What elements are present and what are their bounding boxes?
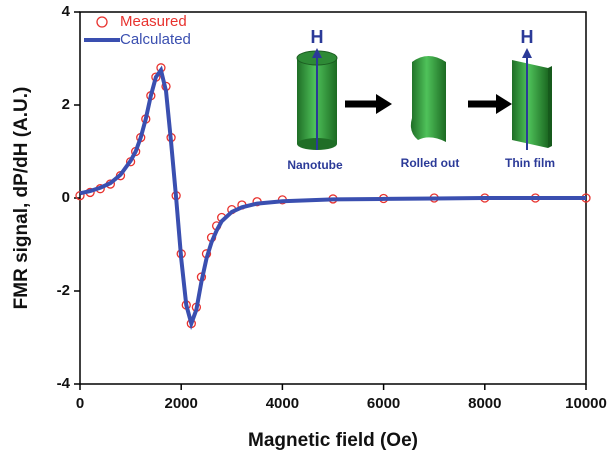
y-tick-label: 2: [62, 96, 70, 113]
y-axis-label: FMR signal, dP/dH (A.U.): [11, 87, 32, 310]
stage-label: Nanotube: [287, 158, 343, 172]
x-tick-label: 2000: [165, 395, 198, 412]
legend-marker: [96, 16, 108, 28]
stage-label: Rolled out: [401, 156, 460, 170]
x-axis-label: Magnetic field (Oe): [248, 430, 418, 451]
legend-label: Measured: [120, 13, 187, 30]
y-tick-label: 4: [62, 3, 71, 20]
data-line: [79, 65, 586, 331]
y-tick-label: -4: [57, 375, 71, 392]
x-tick-label: 10000: [565, 395, 607, 412]
arrow-head: [496, 94, 512, 114]
rolled-shape: [410, 56, 446, 142]
stage-label: Thin film: [505, 156, 555, 170]
x-tick-label: 8000: [468, 395, 501, 412]
film-shape: [512, 60, 548, 148]
field-label: H: [311, 27, 324, 47]
y-tick-label: 0: [62, 189, 70, 206]
legend-label: Calculated: [120, 31, 191, 48]
x-tick-label: 6000: [367, 395, 400, 412]
inset: H H Nanotube Rolled out Thin film: [287, 27, 555, 172]
field-arrow: [522, 48, 532, 58]
x-tick-label: 0: [76, 395, 84, 412]
x-tick-label: 4000: [266, 395, 299, 412]
field-label: H: [521, 27, 534, 47]
field-arrow: [312, 48, 322, 58]
y-tick-label: -2: [57, 282, 70, 299]
film-edge: [548, 66, 552, 148]
arrow-head: [376, 94, 392, 114]
